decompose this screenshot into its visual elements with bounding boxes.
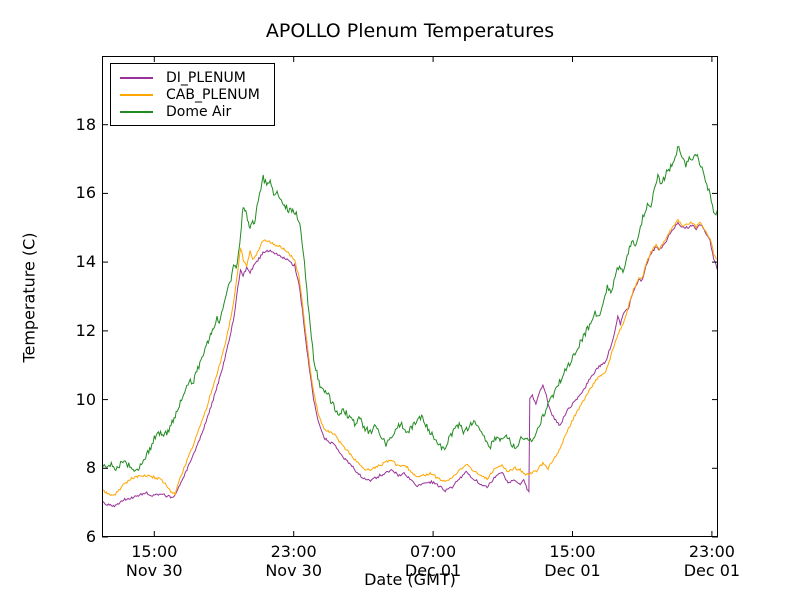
legend-label: DI_PLENUM (166, 69, 246, 86)
x-tick-label: 15:00 Dec 01 (544, 542, 601, 580)
series-line-Dome Air (102, 145, 718, 473)
y-tick-label: 16 (75, 183, 96, 203)
legend-item: DI_PLENUM (120, 69, 260, 86)
x-tick-label: 15:00 Nov 30 (125, 542, 183, 580)
x-tick-label: 23:00 Nov 30 (265, 542, 322, 580)
x-axis-label: Date (GMT) (364, 570, 456, 589)
chart-title: APOLLO Plenum Temperatures (265, 20, 555, 42)
y-tick-label: 14 (75, 252, 96, 272)
legend-item: Dome Air (120, 103, 260, 120)
legend: DI_PLENUM CAB_PLENUM Dome Air (110, 63, 275, 126)
y-tick-label: 8 (85, 458, 96, 478)
legend-label: Dome Air (166, 103, 232, 120)
legend-line-swatch (120, 110, 153, 113)
series-line-DI_PLENUM (102, 221, 718, 508)
y-tick-label: 18 (75, 114, 96, 134)
x-tick-label: 23:00 Dec 01 (683, 542, 741, 580)
y-tick-label: 10 (75, 389, 96, 409)
y-axis-label: Temperature (C) (19, 232, 39, 363)
legend-line-swatch (120, 76, 153, 79)
series-line-CAB_PLENUM (102, 218, 718, 497)
x-tick-label: 07:00 Dec 01 (404, 542, 462, 580)
legend-item: CAB_PLENUM (120, 86, 260, 103)
legend-line-swatch (120, 93, 153, 96)
y-tick-label: 6 (85, 527, 96, 546)
y-tick-label: 12 (75, 320, 96, 340)
legend-label: CAB_PLENUM (166, 86, 260, 103)
